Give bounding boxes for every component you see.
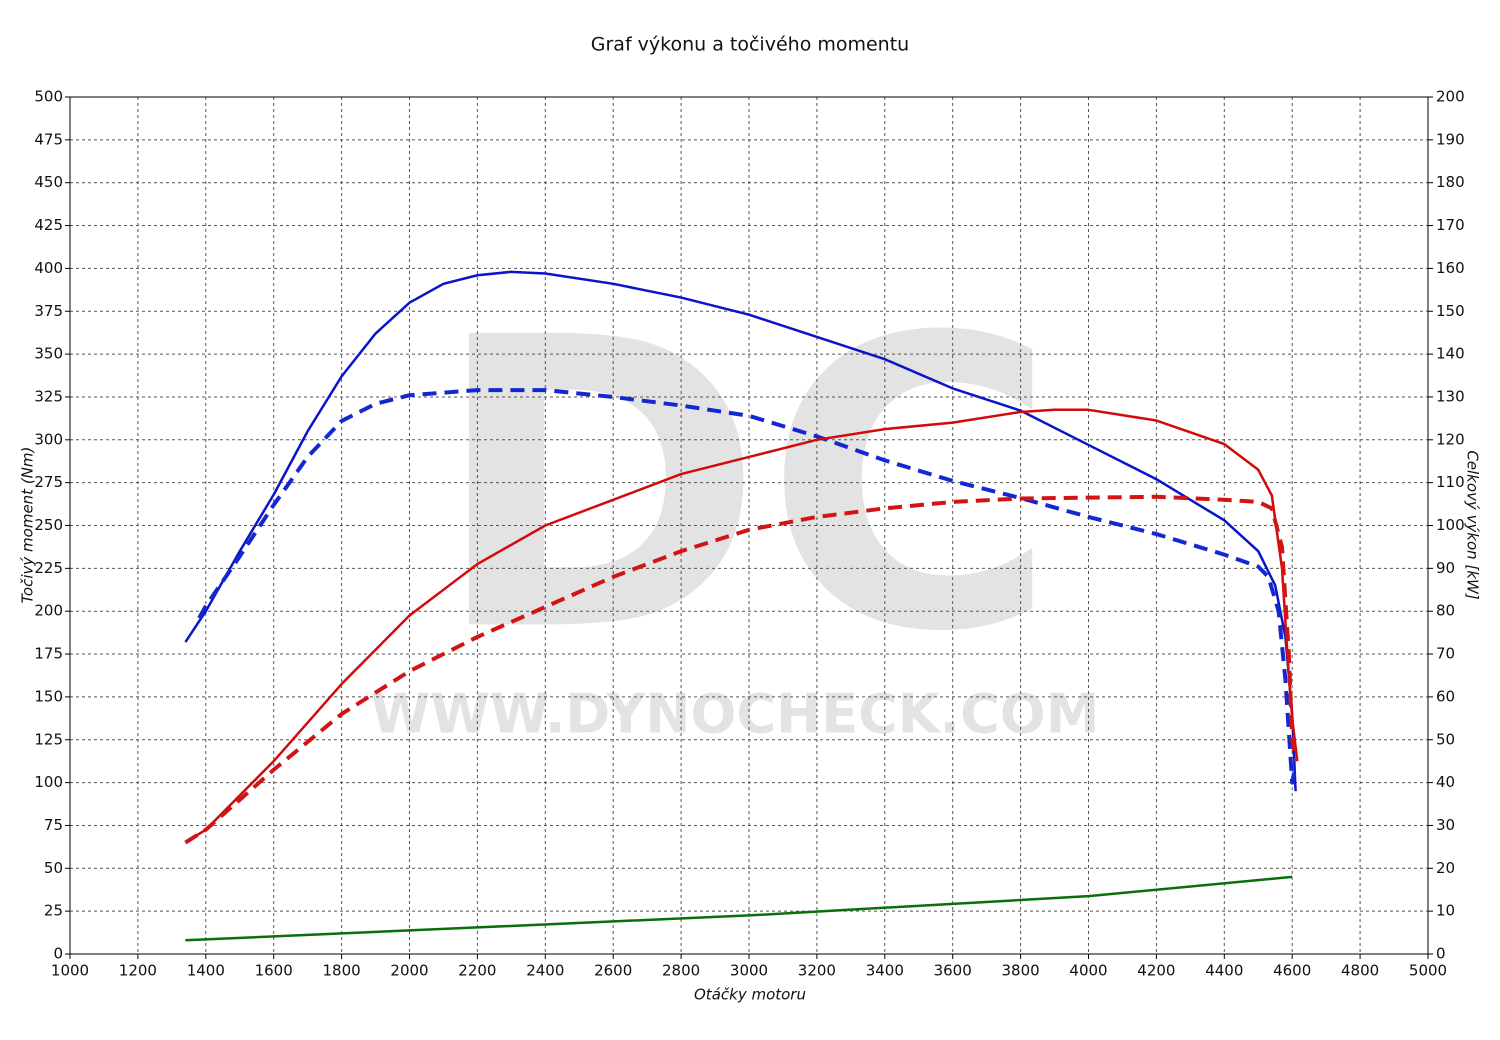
y-tick-label: 500 (34, 88, 63, 106)
y-tick-label: 250 (34, 516, 63, 534)
x-tick-label: 4200 (1137, 962, 1175, 980)
y-tick-label: 275 (34, 473, 63, 491)
y2-tick-label: 160 (1436, 259, 1465, 277)
x-tick-label: 5000 (1409, 962, 1447, 980)
x-tick-label: 2400 (526, 962, 564, 980)
y2-tick-label: 140 (1436, 345, 1465, 363)
y-tick-label: 350 (34, 345, 63, 363)
y2-tick-label: 170 (1436, 216, 1465, 234)
y-tick-label: 400 (34, 259, 63, 277)
x-tick-label: 4600 (1273, 962, 1311, 980)
x-tick-label: 2200 (458, 962, 496, 980)
y-tick-label: 100 (34, 773, 63, 791)
y2-tick-label: 80 (1436, 602, 1455, 620)
y-tick-label: 75 (44, 816, 63, 834)
y-tick-label: 150 (34, 687, 63, 705)
y2-axis-title: Celkový výkon [kW] (1464, 450, 1482, 600)
y-tick-label: 300 (34, 430, 63, 448)
series-line (184, 270, 1297, 792)
x-tick-label: 3800 (1002, 962, 1040, 980)
y2-tick-label: 20 (1436, 859, 1455, 877)
x-tick-label: 1000 (51, 962, 89, 980)
y-tick-label: 425 (34, 216, 63, 234)
y2-tick-label: 30 (1436, 816, 1455, 834)
y2-tick-label: 150 (1436, 302, 1465, 320)
x-tick-label: 2800 (662, 962, 700, 980)
x-tick-label: 1800 (323, 962, 361, 980)
watermark-logo: DC (432, 254, 1058, 719)
x-tick-label: 2600 (594, 962, 632, 980)
y2-tick-label: 100 (1436, 516, 1465, 534)
plot-frame (69, 96, 1429, 955)
y2-tick-label: 50 (1436, 730, 1455, 748)
chart-title: Graf výkonu a točivého momentu (591, 34, 909, 56)
y2-tick-label: 60 (1436, 687, 1455, 705)
y-tick-label: 450 (34, 173, 63, 191)
series-line (184, 494, 1298, 845)
x-tick-label: 3600 (934, 962, 972, 980)
x-axis-title: Otáčky motoru (694, 986, 806, 1004)
y2-tick-label: 110 (1436, 473, 1465, 491)
x-tick-label: 3400 (866, 962, 904, 980)
y2-tick-label: 10 (1436, 902, 1455, 920)
x-tick-label: 3200 (798, 962, 836, 980)
y2-tick-label: 120 (1436, 430, 1465, 448)
y2-tick-label: 0 (1436, 945, 1446, 963)
y-tick-label: 475 (34, 130, 63, 148)
watermark-url: WWW.DYNOCHECK.COM (371, 683, 1100, 746)
x-tick-label: 1400 (187, 962, 225, 980)
y2-tick-label: 90 (1436, 559, 1455, 577)
y-axis-title: Točivý moment (Nm) (19, 447, 37, 604)
x-tick-label: 3000 (730, 962, 768, 980)
y-tick-label: 125 (34, 730, 63, 748)
y2-tick-label: 200 (1436, 88, 1465, 106)
y-tick-label: 325 (34, 387, 63, 405)
y2-tick-label: 190 (1436, 130, 1465, 148)
x-tick-label: 1600 (255, 962, 293, 980)
x-tick-label: 4000 (1069, 962, 1107, 980)
y-tick-label: 0 (53, 945, 63, 963)
y-tick-label: 175 (34, 645, 63, 663)
y-tick-label: 200 (34, 602, 63, 620)
y-tick-label: 50 (44, 859, 63, 877)
series-line (185, 875, 1293, 942)
x-tick-label: 2000 (390, 962, 428, 980)
y2-tick-label: 40 (1436, 773, 1455, 791)
y-tick-label: 375 (34, 302, 63, 320)
y2-tick-label: 180 (1436, 173, 1465, 191)
y2-tick-label: 70 (1436, 645, 1455, 663)
y2-tick-label: 130 (1436, 387, 1465, 405)
x-tick-label: 4400 (1205, 962, 1243, 980)
series-line (197, 388, 1298, 785)
x-tick-label: 1200 (119, 962, 157, 980)
y-tick-label: 225 (34, 559, 63, 577)
x-tick-label: 4800 (1341, 962, 1379, 980)
y-tick-label: 25 (44, 902, 63, 920)
